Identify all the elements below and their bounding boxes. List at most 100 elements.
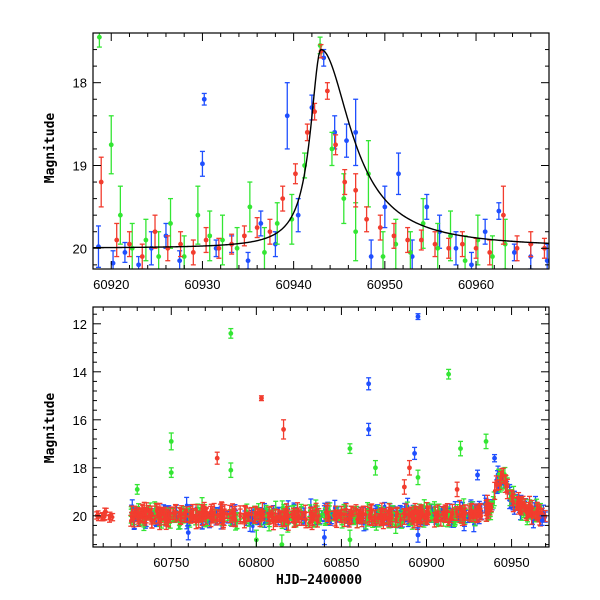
data-point-red [280,185,286,212]
data-point-green [156,231,162,269]
data-point-green [129,222,135,269]
data-point-red [110,512,116,522]
data-point-red [154,506,160,517]
data-point-blue [368,239,374,269]
y-tick-label: 18 [73,461,87,476]
data-point-red [381,512,387,525]
data-point-red [162,506,168,526]
data-point-red [281,419,287,440]
data-point-red [308,506,314,523]
x-tick-label: 60950 [493,555,529,570]
data-point-red [177,507,183,519]
data-point-red [237,508,243,525]
data-point-red [391,222,397,249]
data-point-red [469,502,475,518]
data-point-red [406,459,412,476]
data-point-green [446,368,452,380]
data-point-blue [177,250,183,269]
data-point-red [107,511,113,521]
data-point-red [397,513,403,527]
data-point-red [431,512,437,528]
top-y-axis-title: Magnitude [43,113,58,184]
data-point-green [489,235,495,269]
data-point-red [126,231,132,258]
data-point-green [220,214,226,266]
y-tick-label: 14 [73,365,87,380]
data-point-red [387,506,393,525]
data-point-red [377,214,383,241]
data-point-red [535,505,541,520]
x-tick-label: 60950 [367,277,403,292]
data-point-green [435,222,441,269]
data-point-green [380,231,386,269]
data-point-green [319,510,325,518]
data-point-red [283,509,289,521]
x-tick-label: 60920 [93,277,129,292]
data-point-red [178,231,184,258]
y-tick-label: 16 [73,413,87,428]
data-point-red [197,511,203,523]
data-point-red [268,510,274,523]
data-point-red [222,504,228,523]
data-point-red [332,505,338,521]
bottom-y-axis-title: Magnitude [43,393,58,464]
x-tick-label: 60750 [153,555,189,570]
data-point-red [208,503,214,517]
data-point-red [254,217,260,239]
data-point-red [190,239,196,266]
data-point-red [401,513,407,521]
data-point-blue [258,210,264,237]
data-point-red [215,509,221,521]
y-tick-label: 12 [73,317,87,332]
data-point-red [500,185,506,245]
data-point-green [117,185,123,245]
data-point-red [102,512,108,521]
data-point-red [528,505,534,518]
data-point-blue [482,218,488,245]
data-point-blue [496,202,502,220]
data-point-red [474,505,480,523]
data-point-red [473,237,479,259]
data-point-green [168,467,174,479]
data-point-red [432,231,438,258]
data-point-red [462,507,468,521]
data-point-green [207,210,213,262]
y-tick-label: 20 [73,509,87,524]
data-point-red [252,505,258,524]
data-point-blue [475,469,481,481]
data-point-red [203,226,209,254]
data-point-red [510,492,516,502]
data-point-red [98,156,104,208]
data-point-red [426,507,432,521]
data-point-blue [344,123,350,158]
data-point-red [354,510,360,529]
data-point-green [261,226,267,269]
data-point-blue [424,193,430,220]
data-point-red [300,511,306,520]
data-point-red [257,508,263,528]
data-point-red [128,514,134,527]
data-point-red [339,505,345,524]
data-point-red [292,163,298,185]
data-point-green [247,181,253,233]
plot-area [93,33,549,269]
data-point-red [277,510,283,523]
data-point-blue [122,241,128,264]
panel-bottom-full: 60750 60800 60850 60900 60950 12 14 16 18 20 [73,306,550,570]
data-point-green [181,235,187,269]
data-point-green [353,202,359,262]
data-point-green [372,459,378,476]
data-point-blue [353,98,359,167]
data-point-green [228,327,234,339]
plot-frame [92,306,550,548]
data-point-blue [321,48,327,67]
data-point-green [347,529,353,547]
data-point-green [329,131,335,167]
model-curve [93,48,549,249]
data-point-blue [492,453,498,463]
data-point-red [164,510,170,527]
data-point-red [459,504,465,518]
data-point-red [138,511,144,520]
data-point-green [448,210,454,262]
